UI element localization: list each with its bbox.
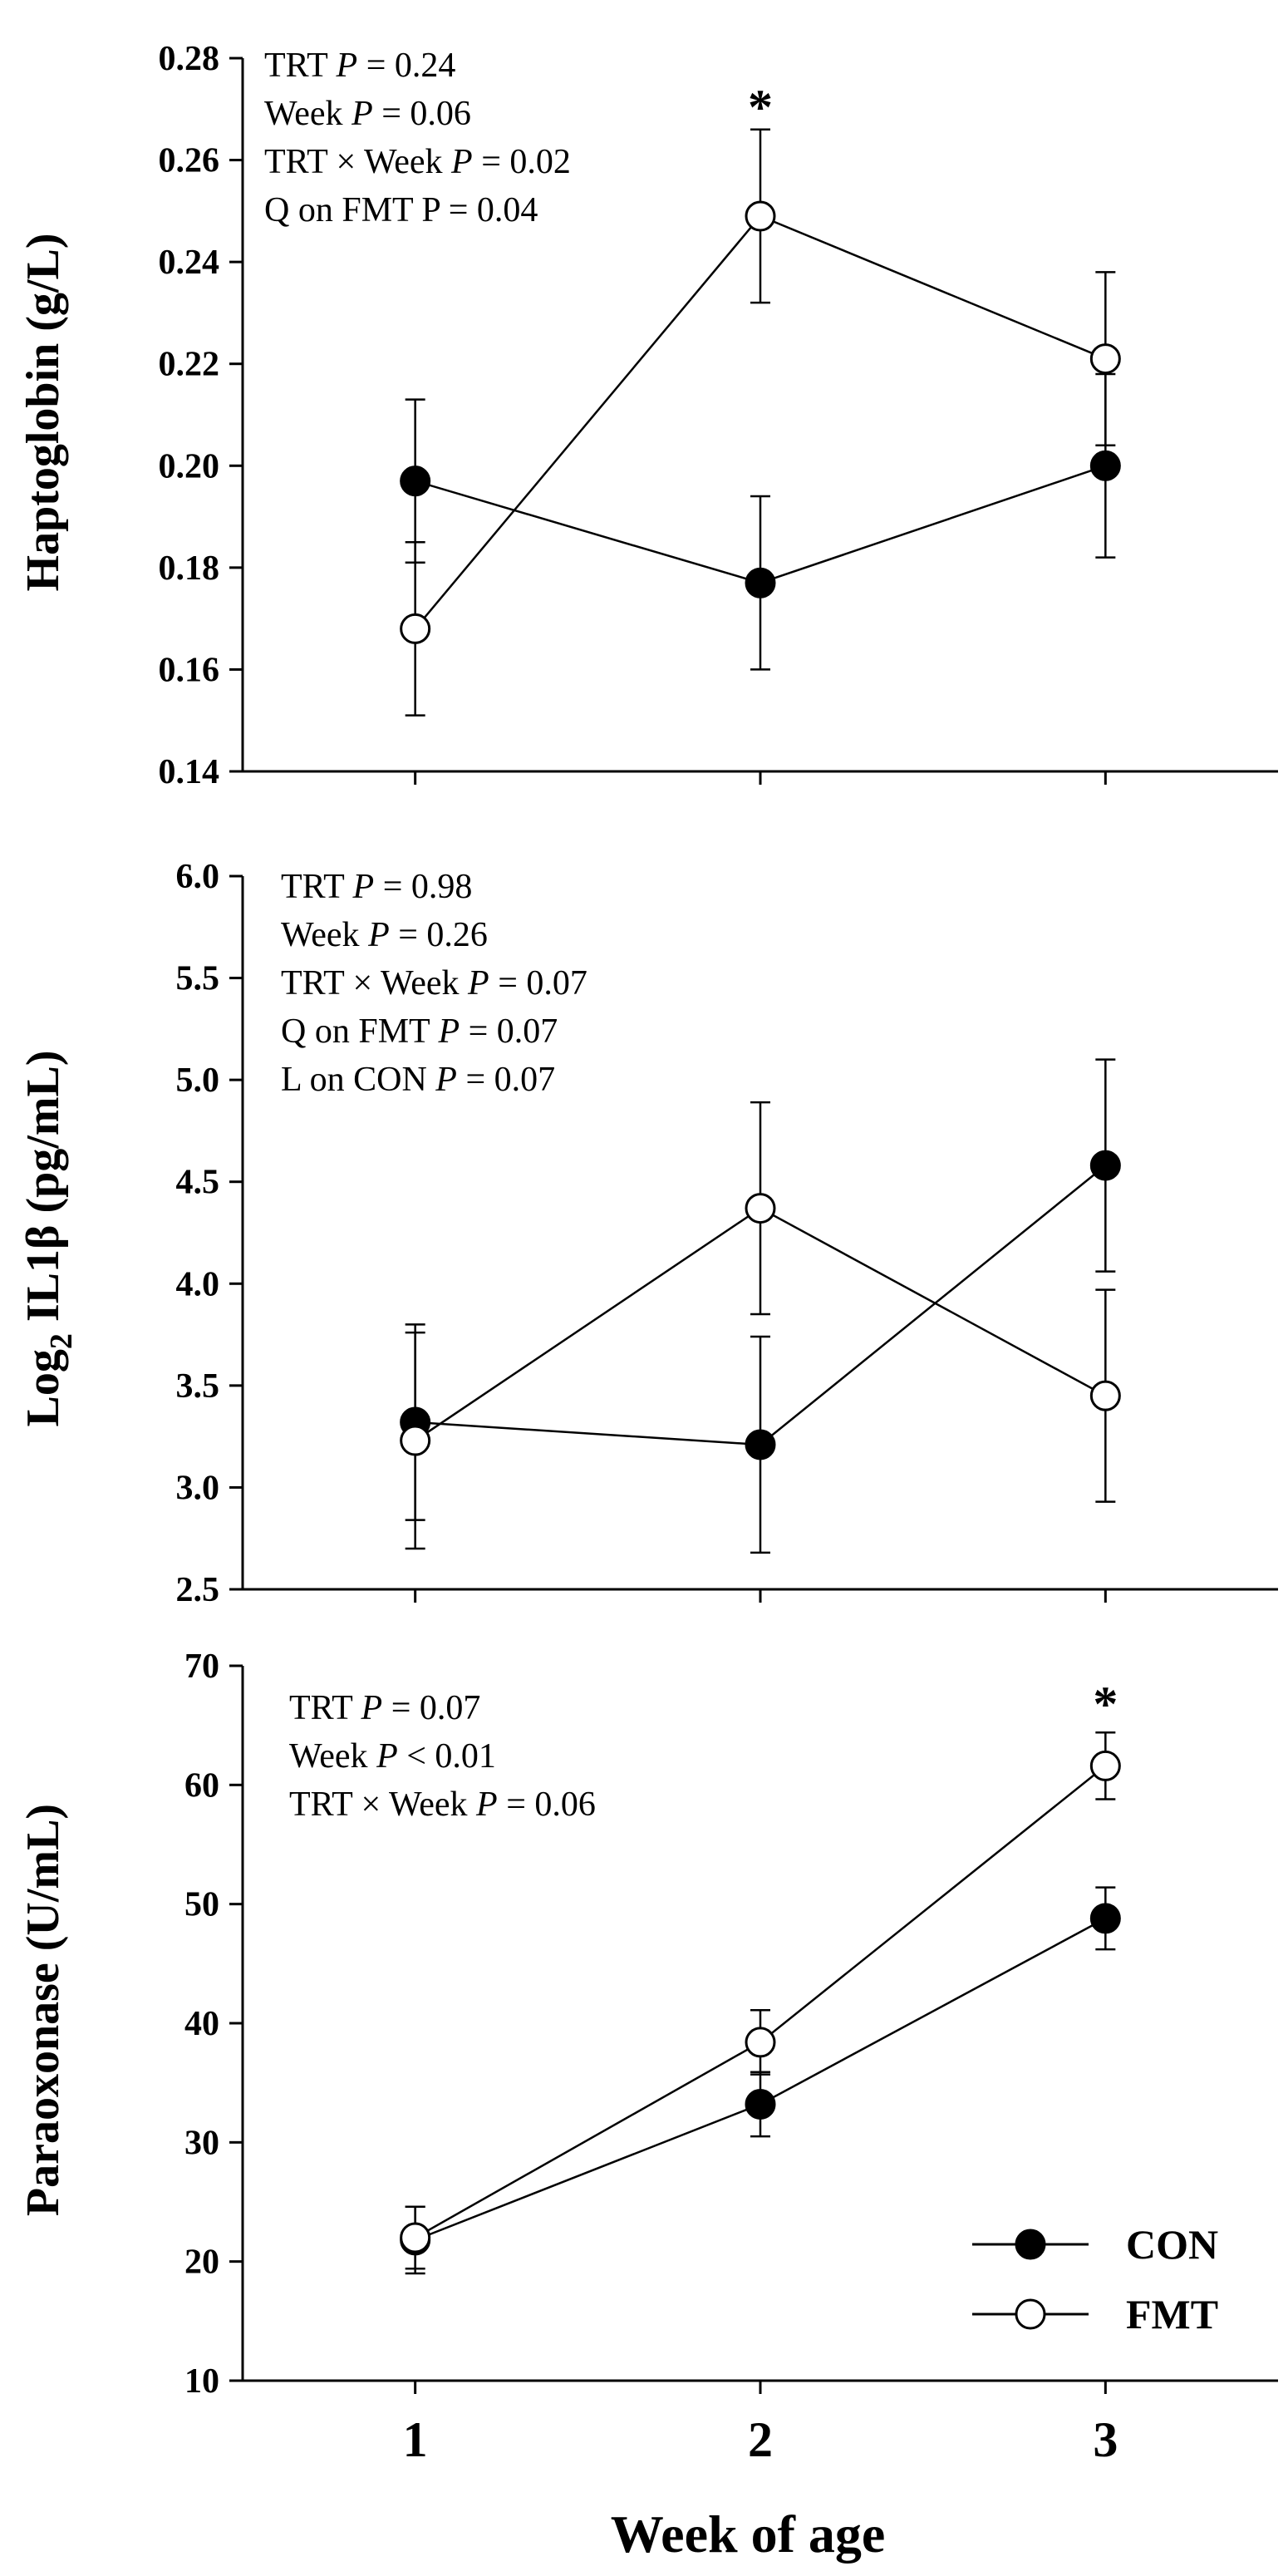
paraoxonase-panel: 10 20 30 40 50 60 70 * Paraoxonase (U/mL) TRT P… [17, 1648, 1278, 2401]
stat-line: Q on FMT P = 0.04 [264, 191, 538, 229]
stat-line: TRT P = 0.07 [289, 1689, 480, 1727]
haptoglobin-y-tick-label: 0.14 [159, 753, 220, 791]
il1b-fmt-point [745, 1193, 776, 1224]
paraoxonase-y-tick-label: 20 [184, 2244, 219, 2282]
paraoxonase-y-tick-label: 30 [184, 2124, 219, 2162]
haptoglobin-con-point [1089, 450, 1121, 481]
stat-line: TRT × Week P = 0.06 [289, 1785, 596, 1824]
haptoglobin-significance-star: * [748, 80, 773, 135]
il1b-y-tick-label: 6.0 [176, 858, 220, 896]
stat-line: Q on FMT P = 0.07 [281, 1012, 558, 1051]
il1b-y-tick-label: 4.0 [176, 1265, 220, 1303]
haptoglobin-con-point [745, 567, 776, 598]
paraoxonase-y-tick-label: 40 [184, 2005, 219, 2043]
legend-marker-con [1015, 2229, 1046, 2260]
stat-line: TRT × Week P = 0.07 [281, 964, 587, 1002]
paraoxonase-y-axis-label: Paraoxonase (U/mL) [17, 1804, 69, 2216]
stat-line: L on CON P = 0.07 [281, 1061, 555, 1099]
haptoglobin-y-tick-label: 0.28 [159, 40, 220, 78]
il1b-panel: 2.5 3.0 3.5 4.0 4.5 5.0 5.5 6.0 Log2 IL1β (pg/m… [17, 858, 1278, 1609]
legend-marker-fmt [1015, 2298, 1046, 2330]
stat-line: Week P < 0.01 [289, 1737, 496, 1776]
paraoxonase-fmt-point [745, 2027, 776, 2058]
il1b-fmt-point [400, 1425, 431, 1456]
haptoglobin-y-tick-label: 0.26 [159, 142, 220, 180]
paraoxonase-fmt-point [1089, 1750, 1121, 1781]
paraoxonase-con-point [745, 2088, 776, 2120]
legend-label-con: CON [1126, 2221, 1218, 2268]
il1b-y-tick-label: 4.5 [176, 1164, 220, 1202]
haptoglobin-y-tick-label: 0.22 [159, 346, 220, 384]
paraoxonase-y-tick-label: 60 [184, 1766, 219, 1805]
il1b-con-point [745, 1429, 776, 1460]
haptoglobin-y-tick-label: 0.24 [159, 244, 220, 282]
x-tick-label: 1 [403, 2412, 428, 2467]
stat-line: TRT × Week P = 0.02 [264, 143, 571, 181]
haptoglobin-y-tick-label: 0.16 [159, 651, 220, 689]
haptoglobin-y-tick-label: 0.20 [159, 447, 220, 485]
haptoglobin-y-axis-label: Haptoglobin (g/L) [17, 234, 69, 592]
x-tick-label: 2 [748, 2412, 773, 2467]
il1b-y-tick-label: 3.0 [176, 1469, 220, 1507]
x-tick-label: 3 [1093, 2412, 1118, 2467]
il1b-y-tick-label: 5.0 [176, 1061, 220, 1100]
haptoglobin-con-point [400, 465, 431, 497]
il1b-y-tick-label: 2.5 [176, 1571, 220, 1609]
il1b-con-point [1089, 1150, 1121, 1181]
paraoxonase-fmt-series-line [415, 1765, 1107, 2239]
paraoxonase-y-tick-label: 70 [184, 1648, 219, 1686]
paraoxonase-y-tick-label: 10 [184, 2362, 219, 2401]
legend: CON FMT [972, 2221, 1218, 2337]
paraoxonase-y-tick-label: 50 [184, 1886, 219, 1924]
stat-line: TRT P = 0.24 [264, 47, 455, 85]
stat-line: Week P = 0.26 [281, 916, 488, 954]
paraoxonase-con-point [1089, 1903, 1121, 1934]
stat-line: Week P = 0.06 [264, 95, 471, 133]
stat-line: TRT P = 0.98 [281, 868, 472, 906]
x-axis-title: Week of age [611, 2505, 886, 2564]
haptoglobin-fmt-point [400, 613, 431, 644]
haptoglobin-panel: 0.14 0.16 0.18 0.20 0.22 0.24 0.26 0.28 * Haptog… [17, 40, 1278, 791]
paraoxonase-fmt-point [400, 2222, 431, 2253]
il1b-y-axis-label: Log2 IL1β (pg/mL) [17, 1050, 79, 1426]
il1b-fmt-point [1089, 1380, 1121, 1411]
haptoglobin-fmt-point [1089, 343, 1121, 375]
il1b-y-tick-label: 5.5 [176, 960, 220, 998]
il1b-y-tick-label: 3.5 [176, 1367, 220, 1406]
haptoglobin-y-tick-label: 0.18 [159, 549, 220, 588]
legend-label-fmt: FMT [1126, 2291, 1218, 2337]
haptoglobin-fmt-point [745, 200, 776, 232]
paraoxonase-significance-star: * [1093, 1677, 1118, 1731]
x-axis-labels: 1 2 3 [403, 2412, 1118, 2467]
